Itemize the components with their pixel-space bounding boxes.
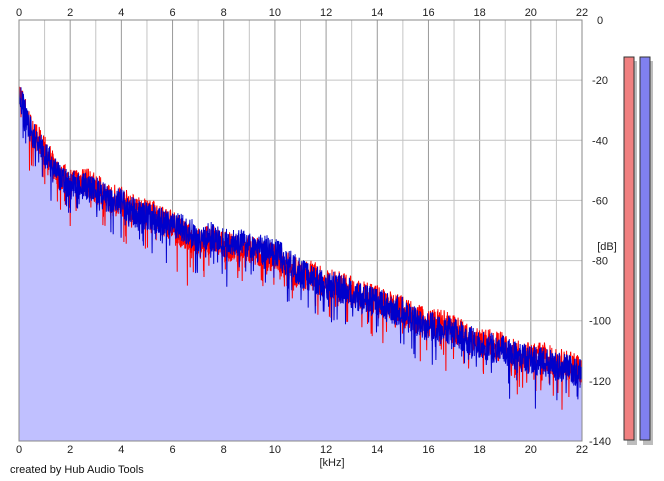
x-tick-label-top: 14 [371,7,383,19]
x-tick-label-bottom: 0 [16,444,22,456]
y-tick-label: -40 [592,135,608,147]
y-tick-label: -140 [589,436,611,448]
x-tick-label-bottom: 8 [221,444,227,456]
x-tick-label-bottom: 20 [525,444,537,456]
x-tick-label-top: 2 [67,7,73,19]
y-tick-label: -100 [589,316,611,328]
x-tick-label-top: 8 [221,7,227,19]
series-line-right-channel [18,86,583,409]
x-tick-label-top: 20 [525,7,537,19]
y-tick-labels: 0 -20 -40 -60 -80 -100 -120 -140 [589,15,611,448]
x-axis-label: [kHz] [319,457,344,469]
meter-left [623,56,635,441]
x-tick-label-bottom: 4 [118,444,124,456]
credit-text: created by Hub Audio Tools [10,464,144,476]
x-tick-label-bottom: 12 [320,444,332,456]
y-tick-label: 0 [597,15,603,27]
x-tick-label-top: 12 [320,7,332,19]
series-layer [18,86,583,410]
y-tick-label: -20 [592,75,608,87]
x-tick-label-bottom: 14 [371,444,383,456]
x-tick-label-top: 16 [422,7,434,19]
x-tick-labels-bottom: 0 2 4 6 8 10 12 14 16 18 20 22 [16,444,588,456]
x-tick-label-top: 18 [474,7,486,19]
x-tick-label-bottom: 18 [474,444,486,456]
y-tick-label: -60 [592,195,608,207]
y-axis-label: [dB] [597,241,617,253]
spectrum-fill-area [19,86,582,441]
x-tick-label-top: 10 [269,7,281,19]
x-tick-label-top: 22 [576,7,588,19]
meter-right [639,56,651,441]
x-tick-label-bottom: 2 [67,444,73,456]
x-tick-label-bottom: 16 [422,444,434,456]
x-tick-label-top: 6 [169,7,175,19]
x-tick-label-bottom: 10 [269,444,281,456]
level-meters [623,56,653,445]
plot-border [18,19,583,442]
x-tick-label-top: 0 [16,7,22,19]
x-tick-label-top: 4 [118,7,124,19]
x-tick-label-bottom: 22 [576,444,588,456]
plot-area [18,19,583,442]
x-tick-labels-top: 0 2 4 6 8 10 12 14 16 18 20 22 [16,7,588,19]
y-tick-label: -120 [589,376,611,388]
y-tick-label: -80 [592,256,608,268]
x-tick-label-bottom: 6 [169,444,175,456]
